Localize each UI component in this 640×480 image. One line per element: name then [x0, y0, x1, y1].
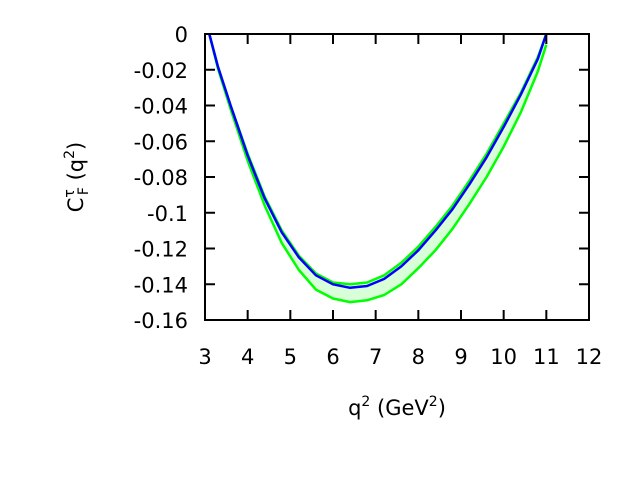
- x-tick-label: 12: [576, 345, 603, 369]
- x-tick-label: 5: [284, 345, 297, 369]
- y-tick-label: -0.16: [134, 309, 188, 333]
- x-tick-label: 11: [533, 345, 560, 369]
- y-tick-label: 0: [175, 23, 188, 47]
- series-lines: [208, 33, 548, 304]
- uncertainty-band: [209, 34, 547, 303]
- x-tick-label: 6: [326, 345, 339, 369]
- y-tick-label: -0.14: [134, 273, 188, 297]
- y-tick-label: -0.08: [134, 166, 188, 190]
- band-fill: [209, 34, 547, 303]
- x-tick-label: 7: [369, 345, 382, 369]
- axis-ticks: [204, 33, 590, 321]
- y-tick-label: -0.04: [134, 95, 188, 119]
- band-lower-line: [208, 33, 548, 304]
- y-tick-labels: 0 -0.02 -0.04 -0.06 -0.08 -0.1 -0.12 -0.14 -0.16: [134, 23, 188, 333]
- x-tick-label: 3: [198, 345, 211, 369]
- x-tick-label: 8: [412, 345, 425, 369]
- y-tick-label: -0.06: [134, 130, 188, 154]
- central-line: [208, 33, 548, 290]
- x-tick-label: 10: [490, 345, 517, 369]
- y-tick-label: -0.1: [147, 202, 188, 226]
- y-tick-label: -0.02: [134, 59, 188, 83]
- y-tick-label: -0.12: [134, 238, 188, 262]
- y-axis-label: CτF (q2): [62, 142, 92, 213]
- x-axis-label: q2 (GeV2): [348, 394, 446, 420]
- x-tick-labels: 3 4 5 6 7 8 9 10 11 12: [198, 345, 602, 369]
- x-tick-label: 4: [241, 345, 254, 369]
- x-tick-label: 9: [454, 345, 467, 369]
